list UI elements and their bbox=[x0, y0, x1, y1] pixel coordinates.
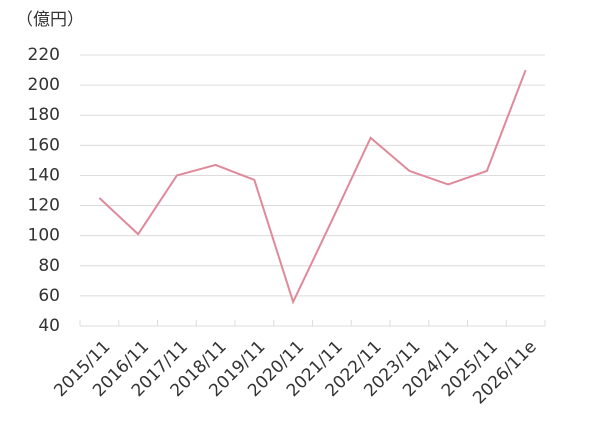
y-tick-label: 120 bbox=[28, 196, 60, 216]
y-tick-label: 180 bbox=[28, 105, 60, 125]
y-tick-label: 60 bbox=[38, 286, 60, 306]
y-tick-label: 200 bbox=[28, 75, 60, 95]
y-tick-label: 80 bbox=[38, 256, 60, 276]
y-tick-label: 140 bbox=[28, 165, 60, 185]
y-tick-label: 100 bbox=[28, 226, 60, 246]
y-axis-label: （億円） bbox=[16, 10, 84, 30]
y-tick-label: 220 bbox=[28, 45, 60, 65]
y-tick-label: 160 bbox=[28, 135, 60, 155]
y-tick-label: 40 bbox=[38, 316, 60, 336]
data-line bbox=[98, 69, 527, 305]
